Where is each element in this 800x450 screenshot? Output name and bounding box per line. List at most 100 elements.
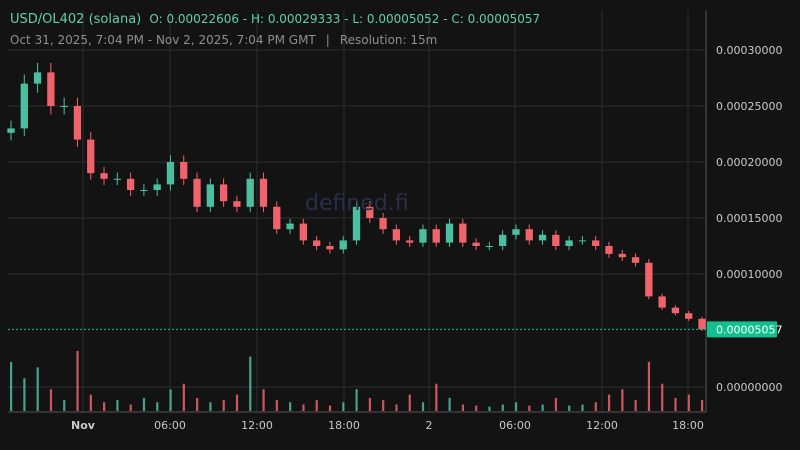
watermark: defined.fi (305, 191, 409, 216)
volume-bar (89, 394, 92, 411)
candle-body (645, 262, 653, 297)
candle-body (499, 234, 507, 246)
candle-body (685, 313, 693, 319)
volume-bar (607, 394, 611, 411)
candle-body (219, 184, 228, 202)
candle-body (60, 106, 68, 107)
candle-body (605, 246, 613, 254)
x-tick-label: Nov (71, 419, 96, 432)
volume-bar (674, 397, 677, 411)
candle-body (658, 296, 666, 308)
volume-bar (528, 405, 531, 411)
y-tick-label: 0.00010000 (716, 268, 782, 281)
candle-body (126, 178, 135, 190)
volume-bar (661, 383, 664, 411)
chart-title: USD/OL402 (solana) O: 0.00022606 - H: 0.… (10, 12, 540, 27)
chart-subtitle: Oct 31, 2025, 7:04 PM - Nov 2, 2025, 7:0… (10, 33, 437, 47)
volume-bar (10, 361, 13, 411)
candle-body (180, 162, 188, 179)
volume-bar (142, 397, 146, 411)
candle-body (273, 206, 281, 230)
candle-body (259, 178, 268, 207)
candle-body (87, 139, 95, 174)
y-tick-label: 0.00030000 (716, 44, 782, 57)
volume-bar (116, 400, 119, 411)
candle-body (299, 223, 308, 241)
volume-bar (222, 400, 225, 411)
last-price-badge (707, 321, 777, 338)
volume-bar (594, 402, 597, 411)
x-tick-label: 12:00 (586, 419, 618, 432)
volume-bar (408, 394, 411, 411)
candle-body (379, 218, 387, 230)
candle-body (671, 307, 680, 314)
volume-bar (461, 404, 465, 411)
candle-body (206, 184, 214, 207)
volume-bar (328, 405, 332, 411)
volume-bar (687, 394, 690, 411)
volume-bar (421, 402, 425, 411)
x-tick-label: 18:00 (672, 419, 704, 432)
x-tick-label: 12:00 (241, 419, 273, 432)
volume-bar (448, 397, 451, 411)
volume-bar (49, 389, 53, 411)
candle-body (246, 178, 254, 207)
volume-bar (355, 389, 358, 411)
y-tick-label: 0.00025000 (716, 100, 782, 113)
candle-body (233, 201, 241, 207)
volume-bar (169, 389, 172, 411)
volume-bar (315, 400, 318, 411)
candle-body (405, 240, 414, 243)
candle-body (472, 242, 480, 246)
volume-bar (514, 402, 518, 411)
volume-bar (289, 402, 292, 411)
volume-bar (568, 405, 571, 411)
volume-bar (475, 405, 478, 411)
candle-body (7, 128, 15, 133)
volume-bar (196, 397, 199, 411)
x-tick-label: 18:00 (328, 419, 360, 432)
candle-body (618, 253, 626, 258)
candle-body (512, 229, 520, 235)
candle-body (445, 223, 454, 243)
volume-bar (488, 406, 491, 411)
candle-body (592, 240, 600, 246)
candle-body (33, 72, 42, 84)
candle-body (565, 240, 573, 246)
candle-body (631, 257, 640, 263)
candle-body (100, 173, 108, 179)
candle-body (698, 318, 706, 330)
volume-bar (209, 402, 212, 411)
volume-bar (156, 402, 159, 411)
volume-bar (634, 400, 637, 411)
volume-bar (23, 378, 26, 411)
last-price-label: 0.00005057 (716, 323, 782, 336)
candle-body (538, 234, 547, 241)
candle-body (20, 83, 28, 129)
volume-bar (235, 394, 239, 411)
candle-body (47, 72, 55, 106)
volume-bar (581, 404, 584, 411)
candle-body (286, 223, 294, 230)
x-tick-label: 2 (426, 419, 433, 432)
volume-bar (342, 402, 345, 411)
volume-bar (129, 404, 132, 411)
candle-body (525, 229, 533, 241)
volume-bar (249, 356, 252, 411)
volume-bar (302, 404, 305, 411)
candle-body (552, 234, 560, 246)
volume-tick-label: 0.00000000 (716, 381, 782, 394)
candle-body (326, 246, 334, 250)
volume-bar (647, 361, 651, 411)
volume-bar (554, 397, 558, 411)
volume-bar (395, 404, 398, 411)
candle-body (153, 184, 161, 190)
candle-body (459, 223, 467, 243)
pair-name: USD/OL402 (solana) (10, 12, 142, 27)
candle-body (73, 106, 82, 140)
candle-body (432, 229, 440, 243)
volume-bar (63, 400, 66, 411)
volume-bar (621, 389, 624, 411)
volume-bar (701, 400, 704, 411)
